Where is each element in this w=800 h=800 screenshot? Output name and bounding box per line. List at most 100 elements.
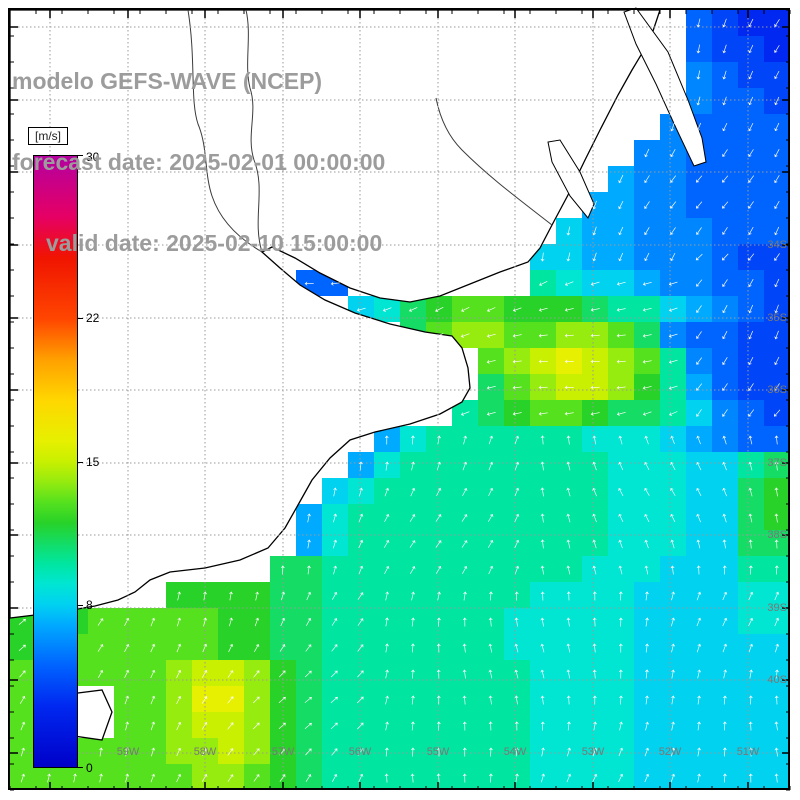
colorbar-tick-label: 15 (86, 454, 100, 469)
wave-cell (608, 530, 634, 556)
wave-cell (608, 218, 634, 244)
wave-cell (478, 426, 504, 452)
wave-cell (660, 348, 686, 374)
wave-cell (348, 478, 374, 504)
wave-cell (426, 582, 452, 608)
wave-cell (634, 218, 660, 244)
wave-cell (556, 504, 582, 530)
wave-cell (504, 478, 530, 504)
wave-cell (660, 270, 686, 296)
wave-cell (530, 348, 556, 374)
wave-cell (478, 582, 504, 608)
wave-cell (556, 556, 582, 582)
wave-cell (764, 166, 790, 192)
wave-cell (608, 478, 634, 504)
wave-cell (452, 296, 478, 322)
wave-cell (296, 686, 322, 712)
wave-cell (322, 478, 348, 504)
wave-cell (660, 712, 686, 738)
wave-cell (764, 400, 790, 426)
forecast-date: forecast date: 2025-02-01 00:00:00 (12, 149, 386, 175)
wave-cell (582, 348, 608, 374)
wave-cell (452, 686, 478, 712)
wave-cell (634, 452, 660, 478)
wave-cell (608, 192, 634, 218)
wave-cell (738, 426, 764, 452)
wave-cell (764, 348, 790, 374)
wave-cell (530, 504, 556, 530)
wave-cell (348, 686, 374, 712)
wave-cell (608, 660, 634, 686)
wave-cell (582, 608, 608, 634)
wave-cell (738, 270, 764, 296)
wave-cell (374, 738, 400, 764)
wave-cell (348, 556, 374, 582)
wave-cell (738, 114, 764, 140)
wave-cell (608, 686, 634, 712)
wave-cell (582, 478, 608, 504)
wave-cell (504, 452, 530, 478)
wave-cell (686, 348, 712, 374)
wave-cell (452, 452, 478, 478)
wave-cell (582, 504, 608, 530)
colorbar-tick (78, 604, 83, 606)
wave-cell (712, 374, 738, 400)
wave-cell (192, 660, 218, 686)
wave-cell (10, 660, 36, 686)
wave-cell (712, 166, 738, 192)
wave-cell (218, 712, 244, 738)
wave-cell (348, 452, 374, 478)
wave-cell (322, 634, 348, 660)
wave-cell (348, 504, 374, 530)
wave-cell (374, 634, 400, 660)
wave-cell (322, 686, 348, 712)
wave-cell (660, 426, 686, 452)
wave-cell (556, 452, 582, 478)
wave-cell (556, 634, 582, 660)
wave-cell (608, 634, 634, 660)
wave-cell (582, 738, 608, 764)
wave-cell (660, 738, 686, 764)
wave-cell (400, 582, 426, 608)
wave-cell (686, 166, 712, 192)
wave-cell (166, 634, 192, 660)
wave-cell (582, 530, 608, 556)
wave-cell (686, 270, 712, 296)
wave-cell (738, 452, 764, 478)
wave-cell (166, 686, 192, 712)
wave-cell (712, 114, 738, 140)
wave-cell (478, 712, 504, 738)
wave-cell (764, 426, 790, 452)
wave-cell (556, 738, 582, 764)
wave-cell (322, 608, 348, 634)
wave-cell (764, 192, 790, 218)
wave-cell (764, 62, 790, 88)
wave-cell (478, 608, 504, 634)
wave-cell (582, 400, 608, 426)
wave-cell (634, 140, 660, 166)
wave-cell (478, 478, 504, 504)
wave-cell (218, 582, 244, 608)
wave-cell (712, 270, 738, 296)
wave-cell (764, 452, 790, 478)
wave-cell (660, 582, 686, 608)
wave-cell (738, 634, 764, 660)
wave-cell (530, 738, 556, 764)
wave-cell (660, 556, 686, 582)
wave-cell (400, 660, 426, 686)
wave-cell (764, 556, 790, 582)
wave-cell (218, 608, 244, 634)
wave-cell (634, 712, 660, 738)
wave-cell (712, 556, 738, 582)
wave-cell (712, 686, 738, 712)
wave-cell (504, 660, 530, 686)
wave-cell (426, 478, 452, 504)
wave-cell (608, 296, 634, 322)
wave-cell (504, 608, 530, 634)
wave-cell (10, 712, 36, 738)
wave-cell (478, 686, 504, 712)
wave-cell (738, 582, 764, 608)
wave-cell (582, 660, 608, 686)
wave-cell (530, 530, 556, 556)
wave-cell (608, 582, 634, 608)
